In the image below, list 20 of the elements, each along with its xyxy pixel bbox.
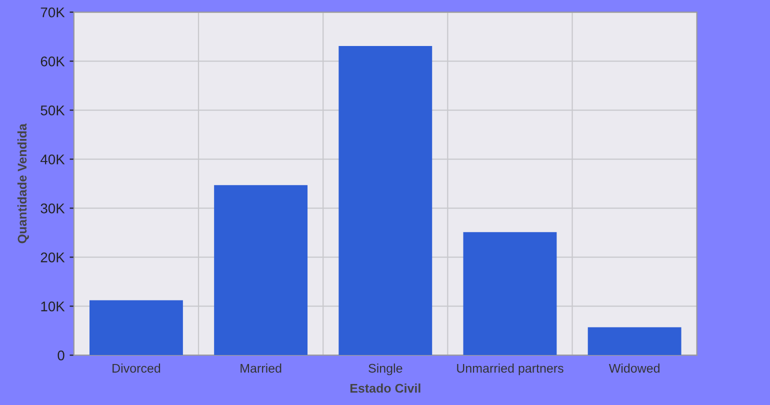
bar	[89, 300, 183, 356]
x-tick-label: Married	[240, 364, 282, 373]
x-axis-title: Estado Civil	[350, 384, 420, 393]
x-tick-label: Single	[368, 364, 402, 376]
y-axis-title: Quantidade Vendida	[17, 124, 29, 244]
y-tick-label: 60K	[40, 56, 65, 66]
x-tick-label: Unmarried partners	[457, 364, 564, 376]
y-tick-label: 20K	[40, 252, 65, 262]
x-tick-label: Divorced	[112, 364, 160, 373]
y-tick-label: 30K	[40, 204, 65, 214]
y-tick-label: 0	[58, 350, 64, 360]
y-tick-label: 50K	[40, 105, 65, 116]
bar	[463, 232, 557, 356]
x-tick-label: Widowed	[608, 364, 660, 373]
y-tick-label: 10K	[41, 302, 65, 312]
y-tick-label: 40K	[40, 154, 65, 164]
bar	[338, 46, 432, 356]
bar	[588, 327, 682, 356]
bar	[214, 185, 308, 356]
y-tick-label: 70K	[40, 7, 65, 18]
